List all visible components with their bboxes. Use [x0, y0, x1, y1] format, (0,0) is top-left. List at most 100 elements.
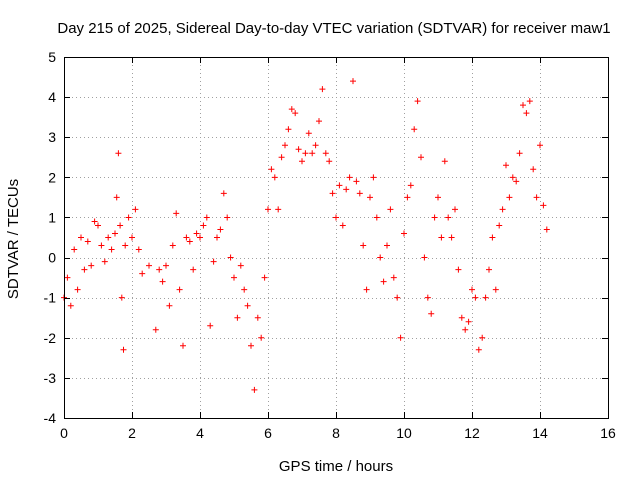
data-point — [380, 278, 387, 285]
data-point — [125, 214, 132, 221]
data-point — [64, 274, 71, 281]
data-point — [268, 166, 275, 173]
data-point — [458, 314, 465, 321]
x-tick-label: 4 — [196, 425, 204, 441]
data-point — [115, 150, 122, 157]
data-point — [540, 202, 547, 209]
data-point — [101, 258, 108, 265]
data-point — [135, 246, 142, 253]
data-point — [441, 158, 448, 165]
data-point — [465, 318, 472, 325]
data-point — [67, 302, 74, 309]
data-point — [108, 246, 115, 253]
x-tick-label: 6 — [264, 425, 272, 441]
data-point — [360, 242, 367, 249]
data-point — [469, 286, 475, 293]
data-point — [95, 222, 101, 229]
data-point — [292, 110, 299, 117]
data-point — [278, 154, 285, 161]
data-point — [523, 110, 530, 117]
data-point — [237, 262, 244, 269]
data-point — [346, 174, 353, 181]
data-point — [217, 226, 224, 233]
data-point — [203, 214, 210, 221]
data-point — [118, 294, 125, 301]
data-point — [302, 150, 309, 157]
data-point — [387, 206, 394, 213]
data-points — [61, 78, 550, 393]
y-tick-label: -3 — [44, 370, 57, 386]
y-tick-labels: -4 -3 -2 -1 0 1 2 3 4 5 — [44, 49, 57, 426]
y-tick-label: -2 — [44, 330, 57, 346]
data-point — [139, 270, 146, 277]
data-point — [113, 194, 120, 201]
y-tick-label: 4 — [48, 89, 56, 105]
data-point — [404, 194, 411, 201]
data-point — [431, 214, 438, 221]
data-point — [326, 158, 333, 165]
data-point — [190, 266, 197, 273]
y-tick-label: 2 — [48, 169, 56, 185]
data-point — [421, 254, 428, 261]
data-point — [329, 190, 336, 197]
data-point — [261, 274, 268, 281]
x-axis-label: GPS time / hours — [279, 458, 393, 475]
data-point — [418, 154, 424, 161]
data-point — [305, 130, 312, 137]
data-point — [350, 78, 356, 85]
data-point — [411, 126, 418, 133]
data-point — [353, 178, 360, 185]
data-point — [234, 314, 241, 321]
data-point — [343, 186, 350, 193]
x-tick-label: 0 — [60, 425, 68, 441]
x-tick-label: 2 — [128, 425, 136, 441]
data-point — [74, 286, 81, 293]
data-point — [112, 230, 118, 237]
data-point — [333, 214, 339, 221]
data-point — [166, 302, 173, 309]
y-tick-label: 3 — [48, 129, 56, 145]
data-point — [533, 194, 540, 201]
data-point — [489, 234, 496, 241]
data-point — [71, 246, 78, 253]
data-point — [176, 286, 183, 293]
data-point — [499, 206, 506, 213]
data-point — [373, 214, 380, 221]
data-point — [339, 222, 346, 229]
data-point — [200, 222, 207, 229]
data-point — [84, 238, 91, 245]
data-point — [482, 294, 489, 301]
data-point — [183, 234, 190, 241]
data-point — [288, 106, 295, 113]
data-point — [520, 102, 526, 109]
data-point — [152, 326, 159, 333]
data-point — [394, 294, 401, 301]
data-point — [530, 166, 537, 173]
data-point — [159, 278, 166, 285]
data-point — [251, 386, 258, 393]
data-point — [506, 194, 513, 201]
data-point — [537, 142, 543, 149]
data-point — [472, 294, 479, 301]
data-point — [322, 150, 329, 157]
data-point — [78, 234, 84, 241]
data-point — [543, 226, 550, 233]
data-point — [105, 234, 112, 241]
data-point — [513, 178, 520, 185]
data-point — [475, 346, 482, 353]
data-point — [407, 182, 414, 189]
chart-title: Day 215 of 2025, Sidereal Day-to-day VTE… — [57, 20, 610, 37]
data-point — [503, 162, 509, 169]
data-point — [367, 194, 373, 201]
data-point — [435, 194, 441, 201]
data-point — [88, 262, 95, 269]
data-point — [452, 206, 458, 213]
data-point — [377, 254, 384, 261]
x-tick-labels: 0 2 4 6 8 10 12 14 16 — [60, 425, 616, 441]
data-point — [210, 258, 217, 265]
data-point — [445, 214, 452, 221]
y-tick-label: 5 — [48, 49, 56, 65]
data-point — [295, 146, 302, 153]
